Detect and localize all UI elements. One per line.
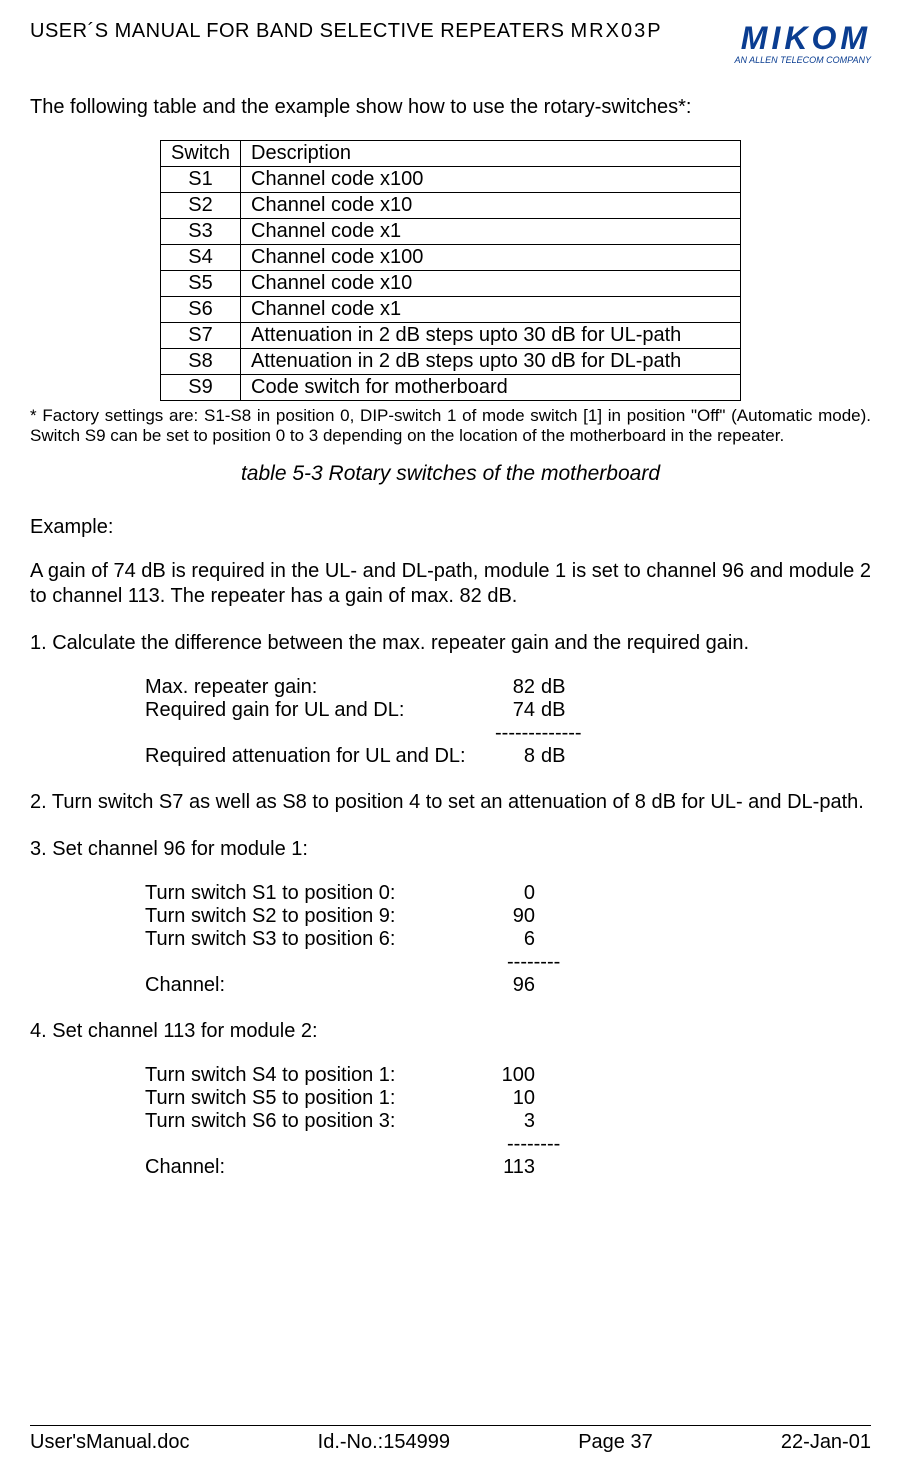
calc-row: Turn switch S5 to position 1: 10	[145, 1087, 871, 1110]
table-header-desc: Description	[241, 141, 741, 167]
table-header-switch: Switch	[161, 141, 241, 167]
calc-value: 6	[480, 928, 535, 951]
cell-desc: Channel code x1	[241, 219, 741, 245]
calc-value: 82	[480, 676, 535, 699]
step3-title: 3. Set channel 96 for module 1:	[30, 837, 871, 862]
step4-calc: Turn switch S4 to position 1: 100 Turn s…	[145, 1064, 871, 1179]
table-caption: table 5-3 Rotary switches of the motherb…	[30, 462, 871, 486]
table-row: S9Code switch for motherboard	[161, 375, 741, 401]
cell-switch: S8	[161, 349, 241, 375]
calc-label: Max. repeater gain:	[145, 676, 480, 699]
footer-date: 22-Jan-01	[781, 1431, 871, 1454]
cell-switch: S2	[161, 193, 241, 219]
cell-switch: S5	[161, 271, 241, 297]
logo-text: MIKOM	[734, 20, 871, 57]
footer-page: Page 37	[578, 1431, 653, 1454]
table-header-row: Switch Description	[161, 141, 741, 167]
cell-switch: S4	[161, 245, 241, 271]
header-model: MRX03P	[571, 20, 663, 42]
footer-filename: User'sManual.doc	[30, 1431, 189, 1454]
cell-desc: Channel code x100	[241, 167, 741, 193]
cell-desc: Channel code x10	[241, 193, 741, 219]
intro-text: The following table and the example show…	[30, 95, 871, 120]
table-row: S3Channel code x1	[161, 219, 741, 245]
example-heading: Example:	[30, 516, 871, 539]
calc-value: 10	[480, 1087, 535, 1110]
example-intro: A gain of 74 dB is required in the UL- a…	[30, 559, 871, 609]
calc-row: Required gain for UL and DL: 74 dB	[145, 699, 871, 722]
calc-value: 74	[480, 699, 535, 722]
calc-label: Channel:	[145, 974, 480, 997]
calc-result-row: Required attenuation for UL and DL: 8 dB	[145, 745, 871, 768]
calc-label: Turn switch S5 to position 1:	[145, 1087, 480, 1110]
table-row: S5Channel code x10	[161, 271, 741, 297]
calc-value: 90	[480, 905, 535, 928]
calc-separator: --------	[507, 1133, 871, 1156]
cell-desc: Attenuation in 2 dB steps upto 30 dB for…	[241, 349, 741, 375]
cell-desc: Attenuation in 2 dB steps upto 30 dB for…	[241, 323, 741, 349]
calc-row: Turn switch S2 to position 9: 90	[145, 905, 871, 928]
calc-row: Max. repeater gain: 82 dB	[145, 676, 871, 699]
calc-result-row: Channel: 96	[145, 974, 871, 997]
cell-switch: S1	[161, 167, 241, 193]
calc-row: Turn switch S4 to position 1: 100	[145, 1064, 871, 1087]
calc-unit: dB	[535, 699, 583, 722]
calc-label: Turn switch S6 to position 3:	[145, 1110, 480, 1133]
calc-row: Turn switch S1 to position 0: 0	[145, 882, 871, 905]
calc-value: 3	[480, 1110, 535, 1133]
step2-text: 2. Turn switch S7 as well as S8 to posit…	[30, 790, 871, 815]
calc-separator: -------------	[495, 722, 871, 745]
logo: MIKOM AN ALLEN TELECOM COMPANY	[734, 20, 871, 65]
page-footer: User'sManual.doc Id.-No.:154999 Page 37 …	[30, 1425, 871, 1454]
step1-calc: Max. repeater gain: 82 dB Required gain …	[145, 676, 871, 768]
calc-label: Turn switch S2 to position 9:	[145, 905, 480, 928]
calc-value: 8	[480, 745, 535, 768]
step1: 1. Calculate the difference between the …	[30, 631, 871, 768]
table-row: S2Channel code x10	[161, 193, 741, 219]
cell-desc: Channel code x1	[241, 297, 741, 323]
header-title: USER´S MANUAL FOR BAND SELECTIVE REPEATE…	[30, 20, 663, 43]
calc-value: 96	[480, 974, 535, 997]
cell-switch: S6	[161, 297, 241, 323]
step3-calc: Turn switch S1 to position 0: 0 Turn swi…	[145, 882, 871, 997]
table-row: S4Channel code x100	[161, 245, 741, 271]
footnote-text: * Factory settings are: S1-S8 in positio…	[30, 406, 871, 447]
calc-label: Turn switch S3 to position 6:	[145, 928, 480, 951]
calc-value: 0	[480, 882, 535, 905]
step1-title: 1. Calculate the difference between the …	[30, 631, 871, 656]
table-row: S6Channel code x1	[161, 297, 741, 323]
table-row: S1Channel code x100	[161, 167, 741, 193]
table-row: S7Attenuation in 2 dB steps upto 30 dB f…	[161, 323, 741, 349]
calc-row: Turn switch S6 to position 3: 3	[145, 1110, 871, 1133]
calc-unit: dB	[535, 745, 583, 768]
cell-desc: Channel code x10	[241, 271, 741, 297]
logo-subtitle: AN ALLEN TELECOM COMPANY	[734, 55, 871, 65]
switch-table: Switch Description S1Channel code x100 S…	[160, 140, 741, 401]
step4-title: 4. Set channel 113 for module 2:	[30, 1019, 871, 1044]
table-row: S8Attenuation in 2 dB steps upto 30 dB f…	[161, 349, 741, 375]
cell-switch: S7	[161, 323, 241, 349]
calc-value: 100	[480, 1064, 535, 1087]
page-header: USER´S MANUAL FOR BAND SELECTIVE REPEATE…	[30, 20, 871, 65]
calc-label: Required gain for UL and DL:	[145, 699, 480, 722]
calc-label: Turn switch S1 to position 0:	[145, 882, 480, 905]
calc-row: Turn switch S3 to position 6: 6	[145, 928, 871, 951]
calc-label: Turn switch S4 to position 1:	[145, 1064, 480, 1087]
header-title-prefix: USER´S MANUAL FOR BAND SELECTIVE REPEATE…	[30, 20, 571, 42]
calc-label: Channel:	[145, 1156, 480, 1179]
step4: 4. Set channel 113 for module 2: Turn sw…	[30, 1019, 871, 1179]
cell-switch: S3	[161, 219, 241, 245]
cell-switch: S9	[161, 375, 241, 401]
step3: 3. Set channel 96 for module 1: Turn swi…	[30, 837, 871, 997]
calc-label: Required attenuation for UL and DL:	[145, 745, 480, 768]
calc-unit: dB	[535, 676, 583, 699]
cell-desc: Code switch for motherboard	[241, 375, 741, 401]
cell-desc: Channel code x100	[241, 245, 741, 271]
calc-result-row: Channel: 113	[145, 1156, 871, 1179]
footer-id: Id.-No.:154999	[318, 1431, 450, 1454]
calc-value: 113	[480, 1156, 535, 1179]
calc-separator: --------	[507, 951, 871, 974]
